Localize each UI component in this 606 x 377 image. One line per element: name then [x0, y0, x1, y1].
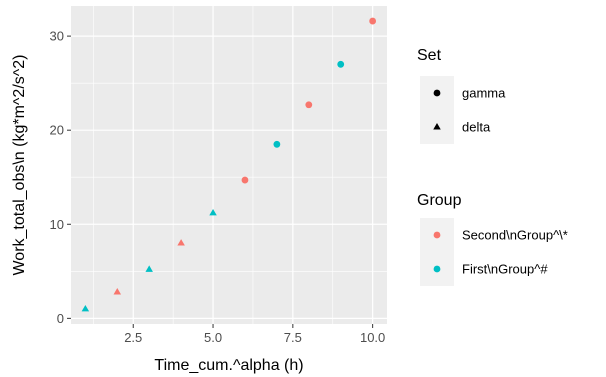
data-point-circle — [273, 140, 281, 148]
major-gridlines — [71, 6, 387, 324]
x-axis-ticks: 2.5 5.0 7.5 10.0 — [124, 324, 385, 345]
plot-panel — [71, 6, 387, 324]
data-point-triangle — [81, 304, 90, 312]
legend-label: Second\nGroup^\* — [462, 228, 568, 243]
legend-color-dot-icon — [433, 231, 441, 239]
data-point-circle — [305, 101, 313, 109]
legend-title: Group — [417, 192, 462, 209]
legend-color-dot-icon — [433, 265, 441, 273]
data-point-circle — [241, 176, 249, 184]
legend-triangle-icon — [433, 122, 441, 130]
legend-circle-icon — [433, 89, 441, 97]
x-tick-label: 5.0 — [204, 330, 222, 345]
data-point-circle — [337, 60, 345, 68]
legend-label: First\nGroup^# — [462, 262, 548, 277]
legend-label: delta — [462, 120, 491, 135]
data-point-triangle — [177, 239, 185, 246]
legend-label: gamma — [462, 86, 506, 101]
data-points — [81, 17, 377, 312]
data-point-triangle — [113, 288, 122, 295]
legends: Set gamma delta Group Second\nGroup^\* First\… — [417, 47, 568, 286]
x-tick-label: 2.5 — [124, 330, 142, 345]
x-tick-label: 7.5 — [284, 330, 302, 345]
y-tick-label: 0 — [57, 311, 64, 326]
data-point-circle — [369, 17, 377, 25]
y-axis-title: Work_total_obs\n (kg*m^2/s^2) — [11, 54, 28, 275]
minor-gridlines — [71, 6, 387, 324]
y-tick-label: 30 — [50, 29, 64, 44]
x-tick-label: 10.0 — [360, 330, 385, 345]
y-tick-label: 20 — [50, 123, 64, 138]
data-point-triangle — [145, 265, 153, 272]
y-axis-ticks: 0 10 20 30 — [50, 29, 71, 326]
x-axis-title: Time_cum.^alpha (h) — [154, 357, 303, 374]
data-point-triangle — [209, 208, 217, 216]
legend-title: Set — [417, 47, 442, 64]
y-tick-label: 10 — [50, 217, 64, 232]
